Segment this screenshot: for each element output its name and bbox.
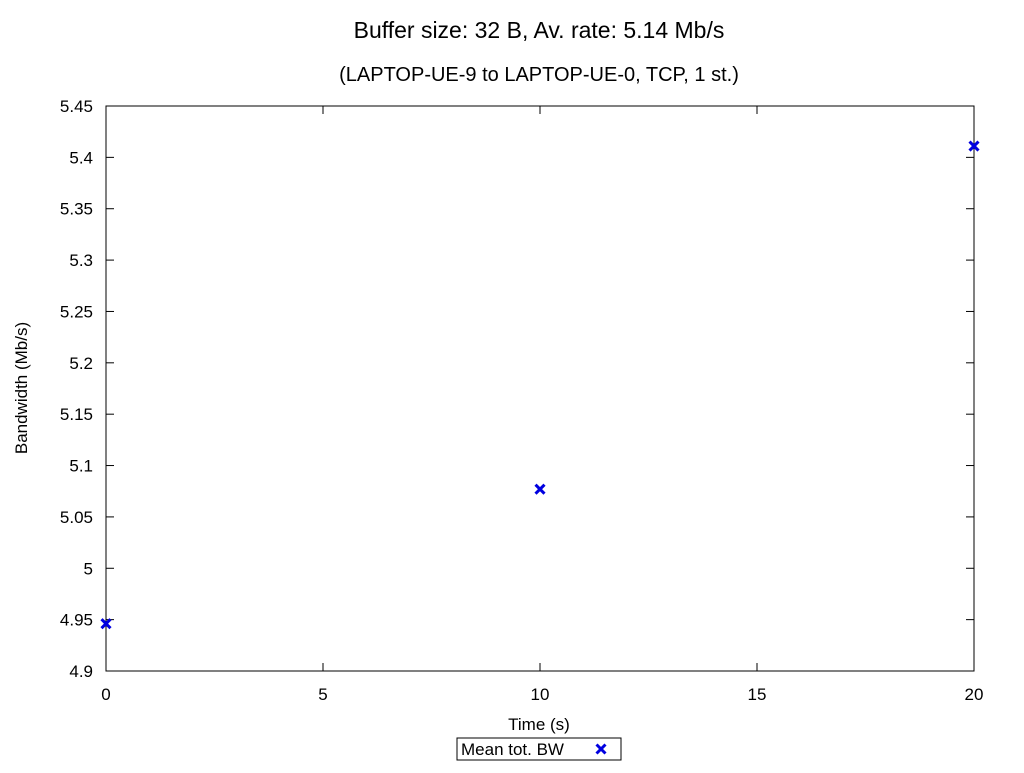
chart-title: Buffer size: 32 B, Av. rate: 5.14 Mb/s xyxy=(354,17,725,43)
y-tick-label: 4.9 xyxy=(69,662,93,681)
chart-subtitle: (LAPTOP-UE-9 to LAPTOP-UE-0, TCP, 1 st.) xyxy=(339,64,739,86)
legend-x-icon xyxy=(595,743,607,755)
data-point xyxy=(100,618,112,630)
y-tick-label: 5.4 xyxy=(69,148,93,167)
x-tick-label: 15 xyxy=(748,685,767,704)
x-tick-label: 20 xyxy=(965,685,984,704)
x-axis-label: Time (s) xyxy=(508,715,570,734)
x-axis-ticks: 0 5 10 15 20 xyxy=(101,106,983,704)
plot-frame xyxy=(105,105,975,672)
y-tick-label: 5.1 xyxy=(69,457,93,476)
y-axis-label: Bandwidth (Mb/s) xyxy=(12,322,31,454)
x-tick-label: 5 xyxy=(318,685,327,704)
y-tick-label: 5.2 xyxy=(69,354,93,373)
y-tick-label: 5.15 xyxy=(60,405,93,424)
legend: Mean tot. BW xyxy=(456,737,622,761)
data-point xyxy=(534,483,546,495)
y-tick-label: 5.35 xyxy=(60,200,93,219)
x-tick-label: 0 xyxy=(101,685,110,704)
legend-box xyxy=(456,737,622,761)
data-point xyxy=(968,140,980,152)
y-tick-label: 5.05 xyxy=(60,508,93,527)
y-tick-label: 4.95 xyxy=(60,611,93,630)
legend-label-mean-tot-bw: Mean tot. BW xyxy=(461,740,564,759)
x-tick-label: 10 xyxy=(531,685,550,704)
data-points xyxy=(100,140,980,630)
y-tick-label: 5.45 xyxy=(60,97,93,116)
y-axis-ticks: 4.9 4.95 5 5.05 5.1 5.15 5.2 5.25 5.3 5.35 5.4 5.45 xyxy=(60,97,974,681)
y-tick-label: 5.25 xyxy=(60,302,93,321)
y-tick-label: 5.3 xyxy=(69,251,93,270)
legend-marker-x xyxy=(595,743,607,755)
y-tick-label: 5 xyxy=(84,559,93,578)
